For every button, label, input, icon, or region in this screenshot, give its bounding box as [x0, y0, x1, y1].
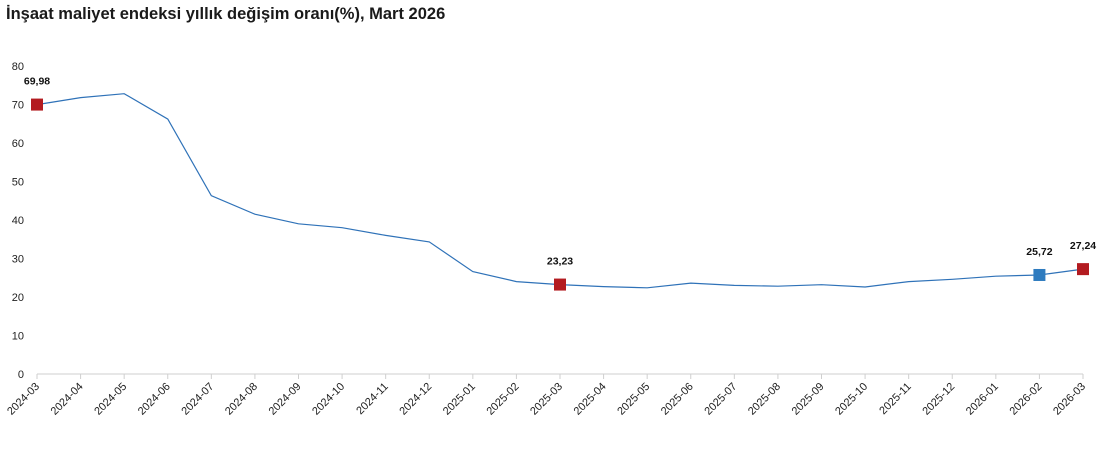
x-tick-label: 2026-01	[964, 381, 1001, 418]
x-tick-label: 2025-05	[615, 381, 652, 418]
x-tick-label: 2026-03	[1051, 381, 1088, 418]
y-tick-label: 20	[12, 292, 24, 304]
x-tick-label: 2025-01	[441, 381, 478, 418]
x-tick-label: 2024-09	[267, 381, 304, 418]
y-tick-label: 30	[12, 254, 24, 266]
y-tick-label: 60	[12, 138, 24, 150]
y-tick-label: 10	[12, 331, 24, 343]
data-label: 27,24	[1070, 240, 1096, 252]
data-label: 23,23	[547, 256, 573, 268]
y-tick-label: 50	[12, 177, 24, 189]
x-tick-label: 2024-06	[136, 381, 173, 418]
x-tick-label: 2025-08	[746, 381, 783, 418]
x-tick-label: 2024-03	[5, 381, 42, 418]
x-tick-label: 2024-12	[397, 381, 434, 418]
data-label: 69,98	[24, 76, 50, 88]
y-tick-label: 40	[12, 215, 24, 227]
x-tick-label: 2025-06	[659, 381, 696, 418]
y-tick-label: 80	[12, 61, 24, 73]
x-tick-label: 2025-03	[528, 381, 565, 418]
highlight-markers: 69,98 23,23 25,72 27,24	[24, 76, 1096, 291]
x-tick-label: 2025-10	[833, 381, 870, 418]
x-tick-label: 2026-02	[1008, 381, 1045, 418]
data-point-marker	[554, 278, 566, 291]
x-tick-label: 2024-05	[92, 381, 129, 418]
x-tick-label: 2025-09	[790, 381, 827, 418]
x-tick-label: 2024-10	[310, 381, 347, 418]
x-tick-label: 2024-08	[223, 381, 260, 418]
data-label: 25,72	[1026, 246, 1052, 258]
data-point-marker	[31, 98, 43, 111]
x-tick-label: 2025-02	[485, 381, 522, 418]
y-axis: 0 10 20 30 40 50 60 70 80	[12, 61, 24, 381]
x-tick-label: 2024-11	[354, 381, 390, 417]
x-tick-label: 2024-04	[49, 381, 86, 418]
y-tick-label: 0	[18, 369, 24, 381]
x-tick-label: 2025-04	[572, 381, 609, 418]
data-point-marker	[1077, 263, 1089, 276]
x-tick-label: 2025-12	[920, 381, 957, 418]
x-axis: 2024-03 2024-04 2024-05 2024-06 2024-07 2024-…	[5, 373, 1088, 418]
x-tick-label: 2024-07	[179, 381, 216, 418]
chart-title: İnşaat maliyet endeksi yıllık değişim or…	[6, 5, 446, 23]
x-tick-label: 2025-07	[702, 381, 739, 418]
data-point-marker	[1033, 268, 1046, 281]
x-tick-label: 2025-11	[877, 381, 913, 417]
y-tick-label: 70	[12, 100, 24, 112]
